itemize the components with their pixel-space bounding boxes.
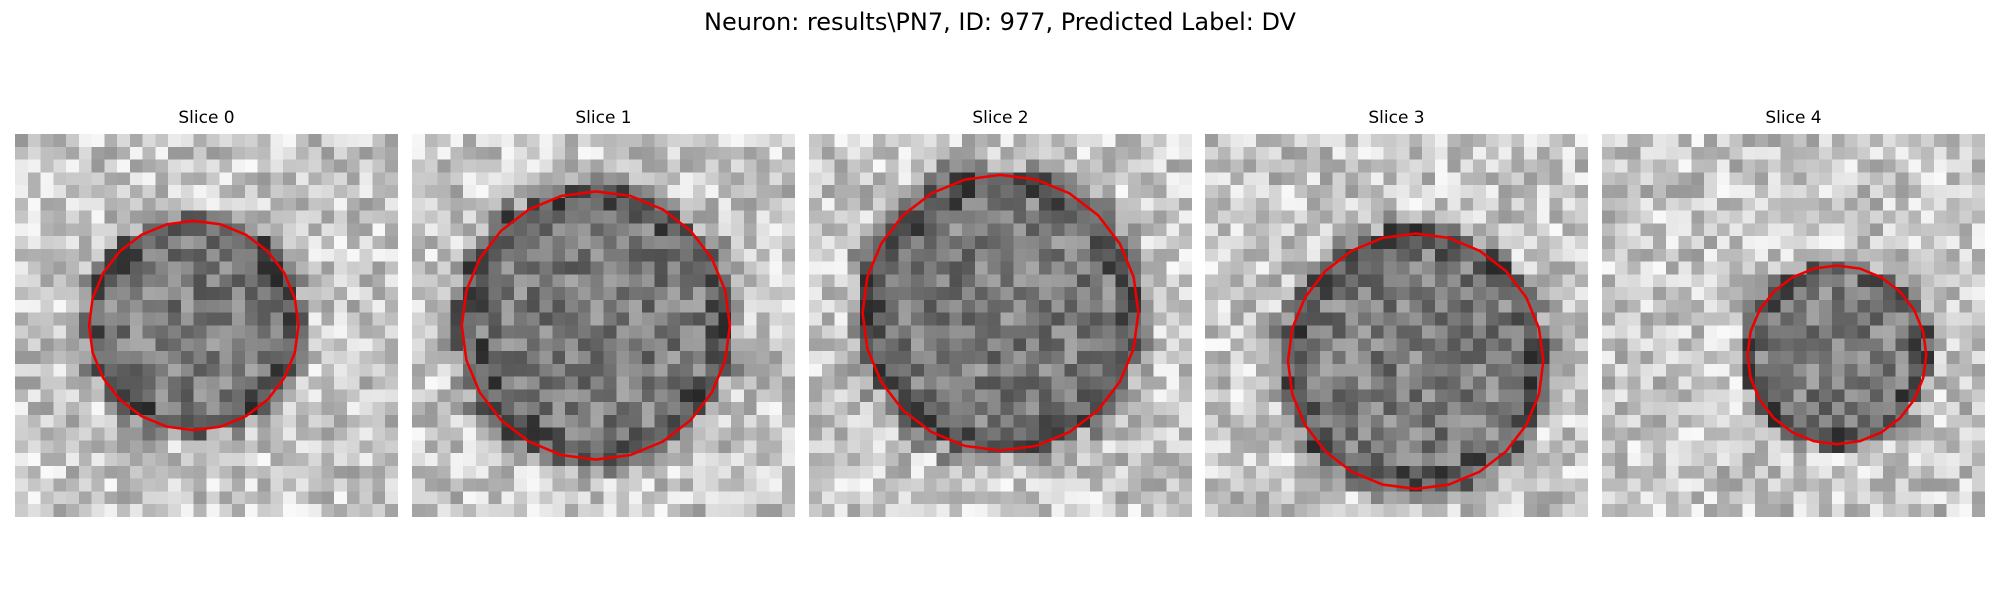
contour	[87, 219, 300, 432]
slice-image	[1602, 134, 1985, 517]
contour	[1746, 264, 1928, 446]
slice-image	[1205, 134, 1588, 517]
figure-title: Neuron: results\PN7, ID: 977, Predicted …	[704, 8, 1296, 36]
slice-image	[809, 134, 1192, 517]
contour	[1286, 232, 1545, 491]
slice-image	[15, 134, 398, 517]
slice-image	[412, 134, 795, 517]
contour	[460, 190, 732, 461]
panel-title: Slice 4	[1765, 108, 1822, 128]
panel-title: Slice 3	[1368, 108, 1425, 128]
panel-title: Slice 2	[972, 108, 1029, 128]
panel-title: Slice 0	[178, 108, 235, 128]
contour	[861, 173, 1140, 452]
panel-title: Slice 1	[575, 108, 632, 128]
